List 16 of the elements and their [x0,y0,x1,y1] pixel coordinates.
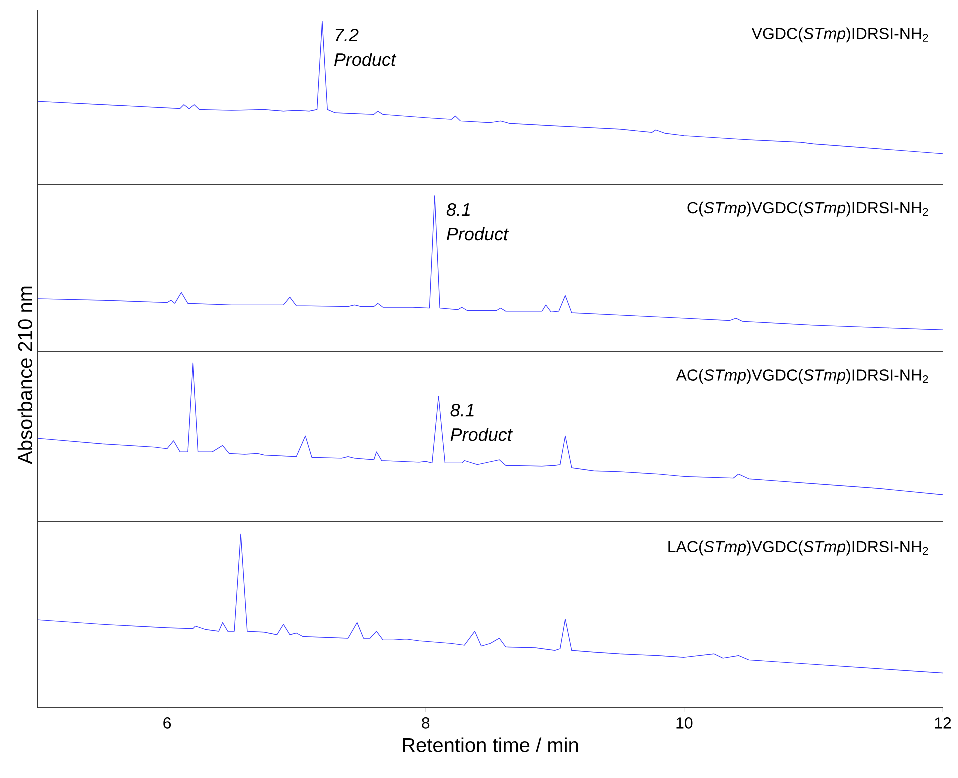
x-axis-title: Retention time / min [403,738,578,752]
annotation: Product [450,428,513,442]
chart-title: C(STmp)VGDC(STmp)IDRSI-NH$_{2}$ [688,202,928,217]
annotation: 8.1 [450,404,474,417]
x-tick-label: 10 [676,718,693,729]
annotation: 8.1 [446,203,470,216]
annotation: Product [446,227,510,241]
y-axis-title: Absorbance 210 nm [18,286,32,464]
annotation: Product [334,52,397,66]
x-tick-label: 8 [422,718,430,729]
chart-title: VGDC(STmp)IDRSI-NH$_{2}$ [752,28,928,43]
annotation: 7.2 [336,28,359,42]
chart-title: AC(STmp)VGDC(STmp)IDRSI-NH$_{2}$ [676,369,928,384]
x-tick-label: 12 [935,718,952,729]
chart-title: LAC(STmp)VGDC(STmp)IDRSI-NH$_{2}$ [668,540,928,556]
x-tick-label: 6 [164,718,172,729]
